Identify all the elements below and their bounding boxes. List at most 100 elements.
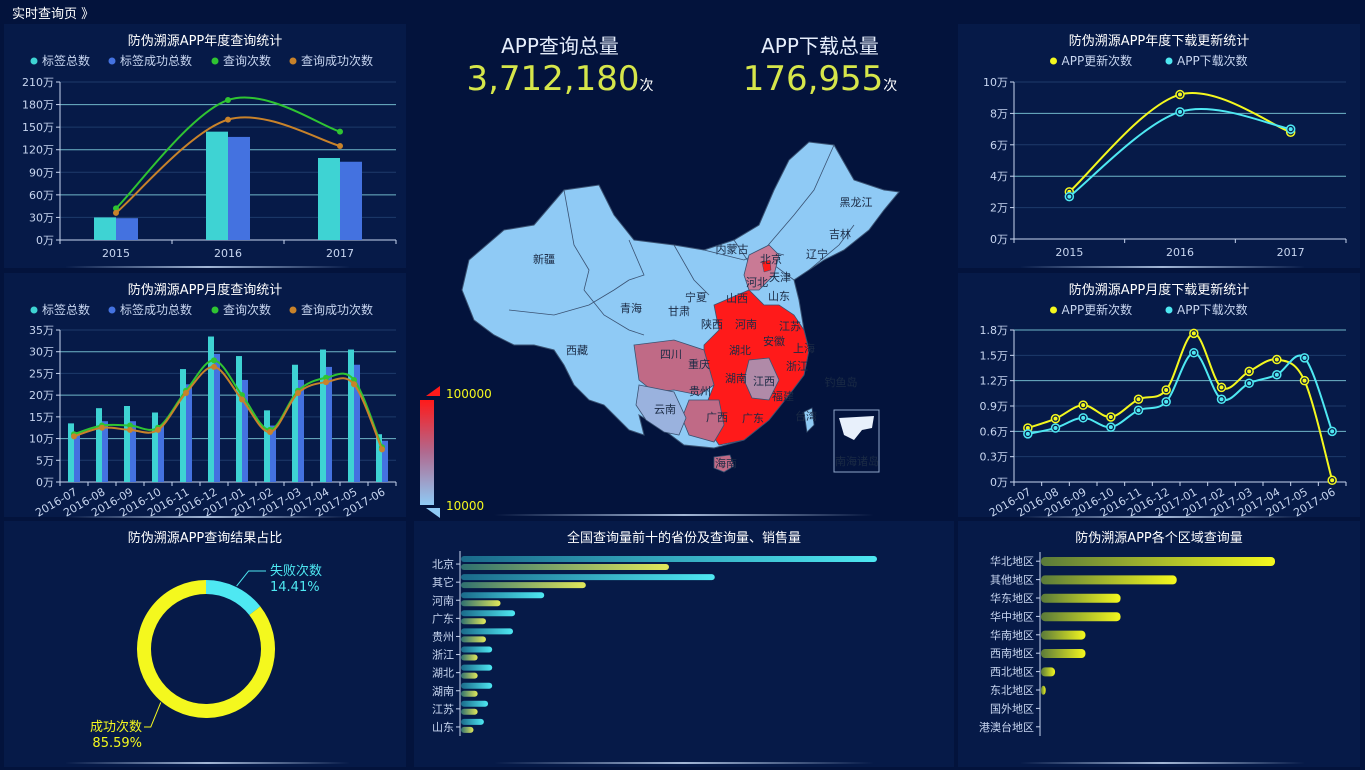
line-point-center [1067, 194, 1072, 199]
y-tick-label: 贵州 [432, 630, 454, 643]
panel-title: 防伪溯源APP各个区域查询量 [1075, 531, 1243, 546]
map-province-label: 河北 [746, 276, 768, 289]
y-tick-label: 2万 [990, 202, 1008, 215]
y-tick-label: 10万 [983, 76, 1008, 89]
y-tick-label: 35万 [29, 324, 54, 337]
bar [461, 672, 478, 679]
panel-title: 防伪溯源APP月度下载更新统计 [1068, 283, 1250, 298]
region-query-panel: 防伪溯源APP各个区域查询量 华北地区 其他地区 华东地区 华中地区 华南地区 西南地区西… [958, 521, 1360, 767]
y-tick-label: 15万 [29, 411, 54, 424]
highlight-provinces[interactable] [633, 244, 815, 473]
bar [461, 556, 877, 562]
panel-title: 防伪溯源APP年度下载更新统计 [1068, 34, 1250, 49]
region-taiwan[interactable] [803, 407, 815, 433]
bar [1041, 649, 1086, 658]
bar [298, 379, 304, 482]
bar [130, 421, 136, 482]
y-tick-label: 华北地区 [990, 554, 1034, 568]
line-point [379, 446, 385, 453]
x-tick-label: 2017 [326, 247, 354, 260]
x-tick-label: 2015 [1055, 246, 1083, 259]
bar [461, 636, 486, 643]
monthly-query-chart: 0万5万10万15万20万25万30万35万2016-072016-082016… [29, 302, 397, 520]
y-tick-label: 10万 [29, 433, 54, 446]
bar [68, 423, 74, 482]
map-province-label: 天津 [769, 271, 791, 284]
line-point [225, 97, 231, 104]
visualmap-top-handle[interactable] [426, 386, 440, 396]
download-total-label: APP下载总量 [761, 34, 879, 58]
legend-marker [30, 57, 38, 65]
top10-panel: 全国查询量前十的省份及查询量、销售量 北京 其它 河南 广东 贵州 浙江 湖北 湖南 江苏 山东 [414, 521, 954, 767]
bar [264, 410, 270, 482]
y-tick-label: 1.5万 [980, 349, 1009, 362]
legend-marker [211, 57, 219, 65]
query-total-unit: 次 [639, 78, 654, 94]
y-tick-label: 北京 [432, 557, 454, 571]
map-province-label: 南海诸岛 [835, 454, 879, 468]
result-ratio-panel: 防伪溯源APP查询结果占比 失败次数 14.41% 成功次数 85.59% [4, 521, 406, 767]
y-tick-label: 30万 [29, 346, 54, 359]
y-tick-label: 其它 [432, 575, 454, 589]
y-tick-label: 1.2万 [980, 375, 1009, 388]
legend-marker [211, 306, 219, 314]
visualmap-bottom-handle[interactable] [426, 508, 440, 518]
bar [206, 131, 228, 240]
y-tick-label: 西北地区 [990, 666, 1034, 679]
line-point-center [1247, 381, 1252, 386]
map-province-label: 上海 [793, 341, 815, 355]
y-tick-label: 山东 [432, 721, 454, 734]
y-tick-label: 90万 [29, 166, 54, 179]
line-point-center [1274, 372, 1279, 377]
line-point-center [1302, 378, 1307, 383]
y-tick-label: 0万 [990, 476, 1008, 489]
bar [1041, 557, 1275, 566]
panel-title: 防伪溯源APP年度查询统计 [127, 34, 283, 49]
line-point [323, 374, 329, 381]
map-province-label: 湖北 [729, 344, 751, 357]
region-anhui-jiangxi[interactable] [743, 357, 780, 401]
y-tick-label: 湖南 [432, 685, 454, 698]
region-hainan[interactable] [713, 454, 735, 473]
line-point-center [1108, 425, 1113, 430]
line-point-center [1164, 387, 1169, 392]
map-province-label: 台湾 [795, 409, 817, 423]
legend-marker [108, 306, 116, 314]
bar [1041, 630, 1086, 640]
bar [461, 718, 484, 725]
bar [1041, 612, 1121, 622]
y-tick-label: 华南地区 [990, 628, 1034, 642]
download-total-unit: 次 [883, 78, 898, 94]
map-province-label: 湖南 [725, 372, 747, 385]
map-province-label: 广东 [742, 412, 764, 425]
legend-label: APP下载次数 [1177, 302, 1248, 317]
y-tick-label: 华东地区 [990, 591, 1034, 605]
bar [1041, 593, 1121, 603]
bar [1041, 575, 1177, 585]
visualmap-gradient-bar[interactable] [420, 400, 434, 505]
map-province-label: 甘肃 [668, 305, 690, 318]
bar [461, 726, 474, 733]
y-tick-label: 国外地区 [990, 702, 1034, 715]
region-yunnan[interactable] [635, 384, 687, 436]
map-province-label: 海南 [715, 456, 737, 470]
bar [461, 708, 478, 715]
y-tick-label: 1.8万 [980, 324, 1009, 337]
region-beijing-hebei[interactable] [743, 244, 780, 291]
region-sichuan-chongqing[interactable] [633, 339, 715, 396]
y-tick-label: 广东 [432, 612, 454, 625]
map-province-label: 山东 [768, 290, 790, 303]
bar [348, 349, 354, 482]
y-tick-label: 60万 [29, 189, 54, 202]
bar [96, 408, 102, 482]
region-beijing-dot[interactable] [761, 259, 772, 273]
map-province-label: 辽宁 [806, 247, 828, 261]
bar [1041, 685, 1046, 695]
region-query-chart: 华北地区其他地区华东地区华中地区华南地区西南地区西北地区东北地区国外地区港澳台地… [979, 552, 1275, 736]
query-total-value: 3,712,180 [466, 59, 640, 99]
bar [292, 364, 298, 482]
breadcrumb[interactable]: 实时查询页 》 [12, 7, 95, 22]
y-tick-label: 20万 [29, 389, 54, 402]
